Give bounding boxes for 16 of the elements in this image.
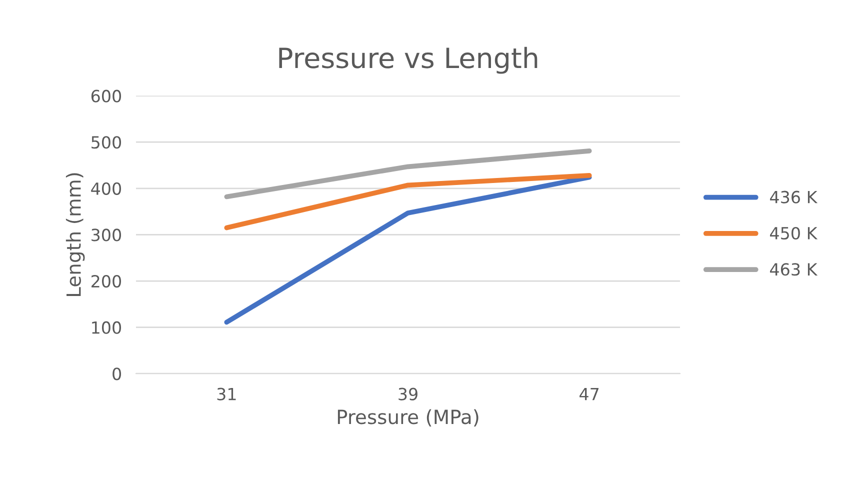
y-tick-label: 200 [92, 274, 122, 288]
y-tick-label: 100 [92, 321, 122, 334]
y-tick-label: 300 [92, 228, 122, 242]
y-tick-label: 400 [91, 182, 122, 195]
y-tick-label: 0 [112, 368, 122, 380]
chart-title: Pressure vs Length [279, 46, 538, 74]
y-axis-title: Length (mm) [66, 173, 85, 296]
x-tick-label: 47 [580, 388, 599, 400]
x-tick-label: 31 [217, 388, 236, 400]
y-tick-label: 600 [91, 90, 122, 102]
legend-label: 463 K [770, 263, 818, 276]
legend-label: 450 K [770, 226, 818, 240]
legend-label: 436 K [770, 190, 818, 204]
x-tick-label: 39 [398, 388, 418, 400]
y-tick-label: 500 [92, 136, 122, 149]
x-axis-title: Pressure (MPa) [338, 409, 478, 427]
